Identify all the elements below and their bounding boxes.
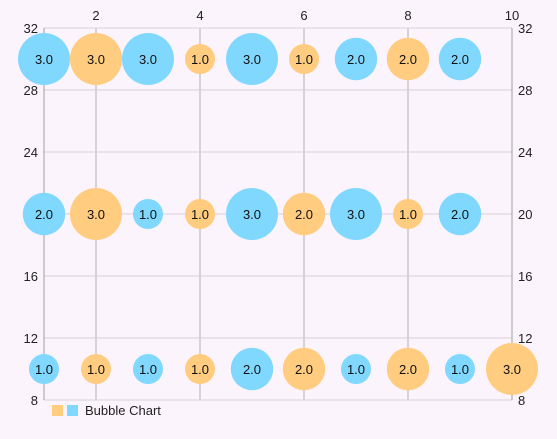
x-tick-label: 10 xyxy=(505,8,519,23)
bubble-label: 1.0 xyxy=(191,207,209,222)
y-tick-label-left: 12 xyxy=(24,331,38,346)
bubble-label: 3.0 xyxy=(503,362,521,377)
legend-swatch-orange xyxy=(52,405,63,416)
y-tick-label-right: 24 xyxy=(518,145,532,160)
bubble-label: 1.0 xyxy=(139,207,157,222)
bubble-label: 2.0 xyxy=(451,207,469,222)
y-tick-label-left: 24 xyxy=(24,145,38,160)
bubble-label: 3.0 xyxy=(87,52,105,67)
bubble-label: 1.0 xyxy=(87,362,105,377)
y-tick-label-left: 28 xyxy=(24,83,38,98)
y-tick-label-right: 12 xyxy=(518,331,532,346)
bubble xyxy=(438,37,482,81)
bubble-label: 3.0 xyxy=(35,52,53,67)
y-tick-label-right: 8 xyxy=(518,393,525,408)
bubble xyxy=(230,347,274,391)
bubble xyxy=(18,33,70,85)
legend-swatch-blue xyxy=(67,405,78,416)
bubble xyxy=(184,198,216,230)
bubble xyxy=(70,33,122,85)
bubble-label: 3.0 xyxy=(243,207,261,222)
bubble xyxy=(486,343,538,395)
bubble-label: 2.0 xyxy=(451,52,469,67)
bubble xyxy=(386,37,430,81)
y-tick-label-left: 16 xyxy=(24,269,38,284)
x-tick-label: 2 xyxy=(92,8,99,23)
bubble xyxy=(132,198,164,230)
bubble-layer: 3.0 3.0 3.0 1.0 3.0 1.0 2.0 2.0 2.0 2.0 3.0 1.0 1.0 3… xyxy=(18,33,538,395)
bubble-label: 2.0 xyxy=(399,52,417,67)
bubble-label: 2.0 xyxy=(35,207,53,222)
bubble-label: 1.0 xyxy=(35,362,53,377)
bubble-label: 3.0 xyxy=(87,207,105,222)
bubble xyxy=(288,43,320,75)
bubble-label: 3.0 xyxy=(139,52,157,67)
bubble xyxy=(330,188,382,240)
bubble xyxy=(184,43,216,75)
bubble xyxy=(226,188,278,240)
bubble xyxy=(444,353,476,385)
bubble xyxy=(226,33,278,85)
y-tick-label-right: 28 xyxy=(518,83,532,98)
bubble xyxy=(28,353,60,385)
bubble xyxy=(22,192,66,236)
y-tick-label-left: 32 xyxy=(24,21,38,36)
bubble xyxy=(282,347,326,391)
bubble-label: 1.0 xyxy=(399,207,417,222)
x-tick-label: 8 xyxy=(404,8,411,23)
bubble xyxy=(438,192,482,236)
bubble xyxy=(80,353,112,385)
bubble xyxy=(386,347,430,391)
bubble xyxy=(392,198,424,230)
legend: Bubble Chart xyxy=(52,403,161,418)
x-tick-label: 4 xyxy=(196,8,203,23)
bubble-label: 1.0 xyxy=(295,52,313,67)
bubble-label: 2.0 xyxy=(347,52,365,67)
bubble xyxy=(340,353,372,385)
legend-label: Bubble Chart xyxy=(85,403,161,418)
bubble xyxy=(334,37,378,81)
y-tick-label-right: 16 xyxy=(518,269,532,284)
bubble-label: 3.0 xyxy=(347,207,365,222)
y-tick-label-right: 20 xyxy=(518,207,532,222)
bubble xyxy=(282,192,326,236)
bubble xyxy=(132,353,164,385)
bubble xyxy=(122,33,174,85)
bubble xyxy=(70,188,122,240)
bubble-label: 2.0 xyxy=(295,207,313,222)
x-tick-label: 6 xyxy=(300,8,307,23)
bubble-label: 2.0 xyxy=(295,362,313,377)
bubble-label: 1.0 xyxy=(139,362,157,377)
bubble-label: 2.0 xyxy=(399,362,417,377)
y-tick-label-left: 8 xyxy=(31,393,38,408)
y-tick-label-right: 32 xyxy=(518,21,532,36)
bubble-label: 3.0 xyxy=(243,52,261,67)
bubble-label: 1.0 xyxy=(347,362,365,377)
bubble xyxy=(184,353,216,385)
bubble-label: 1.0 xyxy=(191,362,209,377)
bubble-label: 1.0 xyxy=(451,362,469,377)
bubble-label: 2.0 xyxy=(243,362,261,377)
bubble-label: 1.0 xyxy=(191,52,209,67)
